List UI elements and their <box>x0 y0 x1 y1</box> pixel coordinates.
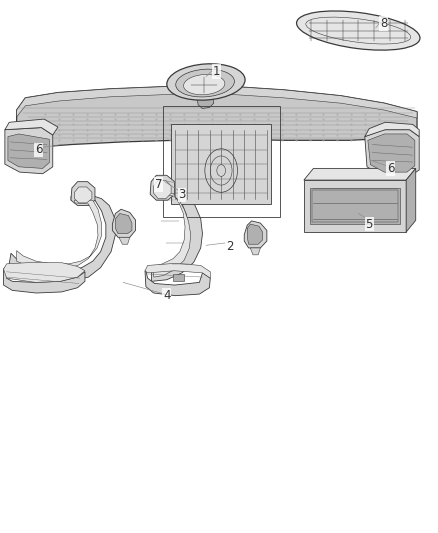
Polygon shape <box>119 237 130 244</box>
Polygon shape <box>71 182 95 206</box>
Ellipse shape <box>167 64 245 100</box>
Polygon shape <box>9 197 116 281</box>
Polygon shape <box>5 119 58 135</box>
Polygon shape <box>406 168 416 232</box>
Polygon shape <box>17 86 417 151</box>
Ellipse shape <box>184 75 225 95</box>
Polygon shape <box>196 92 214 109</box>
Polygon shape <box>154 193 191 277</box>
Polygon shape <box>311 188 399 224</box>
Polygon shape <box>171 124 271 204</box>
Ellipse shape <box>217 165 226 176</box>
Text: 7: 7 <box>155 178 162 191</box>
Polygon shape <box>74 187 92 203</box>
Text: 6: 6 <box>387 162 395 175</box>
Polygon shape <box>113 209 135 237</box>
Polygon shape <box>154 181 171 199</box>
Polygon shape <box>247 224 262 244</box>
Polygon shape <box>150 190 202 281</box>
Polygon shape <box>145 263 210 278</box>
Polygon shape <box>173 274 184 281</box>
Text: 3: 3 <box>178 189 186 201</box>
Polygon shape <box>116 214 132 233</box>
Polygon shape <box>145 271 210 296</box>
Ellipse shape <box>176 69 234 97</box>
Polygon shape <box>150 175 175 200</box>
Text: 6: 6 <box>35 143 42 156</box>
Polygon shape <box>4 262 85 282</box>
Polygon shape <box>4 266 85 293</box>
Text: 2: 2 <box>226 240 233 253</box>
Ellipse shape <box>297 11 420 50</box>
Polygon shape <box>17 200 102 270</box>
Text: 8: 8 <box>380 17 387 30</box>
Text: 1: 1 <box>213 65 221 78</box>
Polygon shape <box>365 122 419 136</box>
Text: 5: 5 <box>365 217 373 231</box>
Polygon shape <box>304 180 406 232</box>
Polygon shape <box>8 134 49 168</box>
Polygon shape <box>365 130 419 176</box>
Polygon shape <box>5 127 53 174</box>
Polygon shape <box>251 248 260 255</box>
Text: 4: 4 <box>163 289 170 302</box>
Polygon shape <box>304 168 416 180</box>
Polygon shape <box>17 86 417 118</box>
Polygon shape <box>244 221 267 248</box>
Polygon shape <box>368 134 415 172</box>
